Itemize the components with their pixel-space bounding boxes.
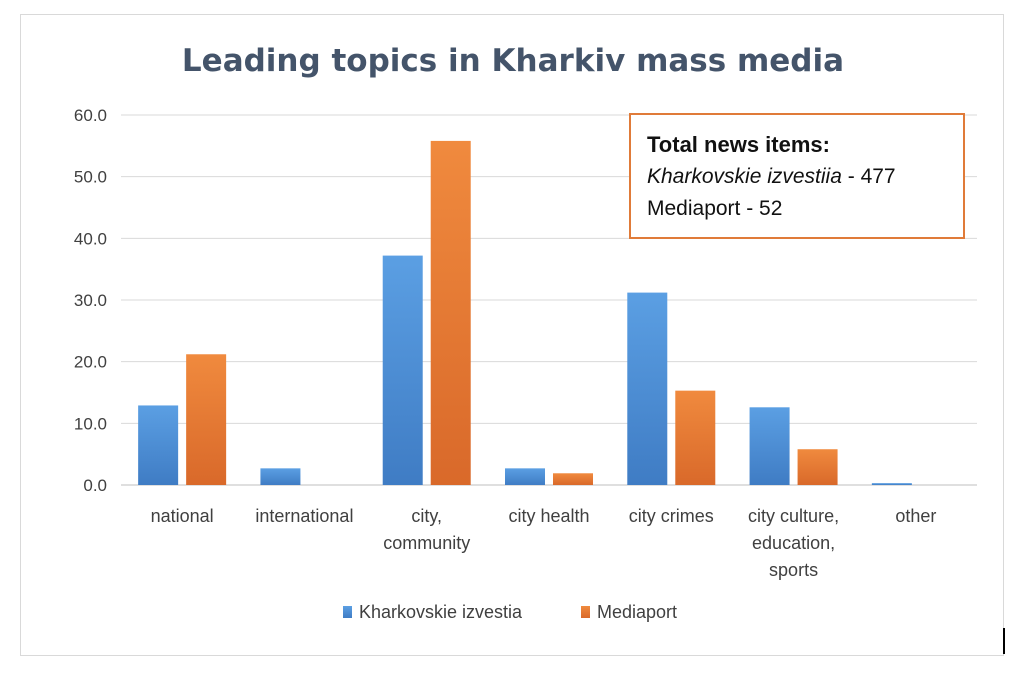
chart-frame: Leading topics in Kharkiv mass media 0.0… <box>20 14 1004 656</box>
bar-kharkovskie <box>382 255 423 485</box>
text-cursor <box>1003 628 1005 654</box>
y-axis-ticks: 0.0 10.0 20.0 30.0 40.0 50.0 60.0 <box>74 106 107 495</box>
bar-kharkovskie <box>138 405 179 485</box>
chart-title: Leading topics in Kharkiv mass media <box>182 43 844 79</box>
note-kharkovskie-name: Kharkovskie izvestiia <box>647 165 842 188</box>
bar-mediaport <box>430 140 471 485</box>
bar-chart: Leading topics in Kharkiv mass media 0.0… <box>74 43 977 622</box>
legend-swatch <box>343 606 352 618</box>
x-axis-ticks: national international city, community city … <box>151 506 937 580</box>
x-tick-label: other <box>895 506 936 526</box>
y-tick-label: 50.0 <box>74 168 107 187</box>
x-tick-line: national <box>151 506 214 526</box>
x-tick-line: community <box>383 533 470 553</box>
legend-label: Mediaport <box>597 602 677 622</box>
x-tick-label: city culture, education, sports <box>748 506 839 580</box>
note-kharkovskie-count: - 477 <box>841 165 896 188</box>
x-tick-line: other <box>895 506 936 526</box>
x-tick-line: city, <box>411 506 442 526</box>
x-tick-line: education, <box>752 533 835 553</box>
bar-kharkovskie <box>871 483 912 485</box>
total-news-note: Total news items: Kharkovskie izvestiia … <box>629 113 965 239</box>
x-tick-label: international <box>255 506 353 526</box>
legend-swatch <box>581 606 590 618</box>
bar-kharkovskie <box>260 468 301 485</box>
gridlines <box>121 114 977 486</box>
x-tick-label: city, community <box>383 506 470 553</box>
x-tick-line: city crimes <box>629 506 714 526</box>
bars <box>138 140 912 485</box>
x-tick-label: city crimes <box>629 506 714 526</box>
bar-mediaport <box>797 449 838 485</box>
bar-kharkovskie <box>505 468 545 485</box>
x-tick-line: sports <box>769 560 818 580</box>
y-tick-label: 30.0 <box>74 291 107 310</box>
note-line-kharkovskie: Kharkovskie izvestiia - 477 <box>647 161 947 193</box>
bar-mediaport <box>553 473 593 485</box>
legend-label: Kharkovskie izvestia <box>359 602 523 622</box>
note-heading: Total news items: <box>647 132 830 157</box>
x-tick-line: international <box>255 506 353 526</box>
y-tick-label: 60.0 <box>74 106 107 125</box>
note-line-mediaport: Mediaport - 52 <box>647 197 783 220</box>
y-tick-label: 20.0 <box>74 353 107 372</box>
y-tick-label: 0.0 <box>83 476 107 495</box>
bar-kharkovskie <box>627 292 668 485</box>
x-tick-label: city health <box>508 506 589 526</box>
x-tick-line: city culture, <box>748 506 839 526</box>
y-tick-label: 40.0 <box>74 229 107 248</box>
y-tick-label: 10.0 <box>74 414 107 433</box>
bar-mediaport <box>675 390 716 485</box>
bar-mediaport <box>186 354 227 485</box>
bar-kharkovskie <box>749 407 790 485</box>
legend: Kharkovskie izvestia Mediaport <box>343 602 677 622</box>
x-tick-label: national <box>151 506 214 526</box>
x-tick-line: city health <box>508 506 589 526</box>
